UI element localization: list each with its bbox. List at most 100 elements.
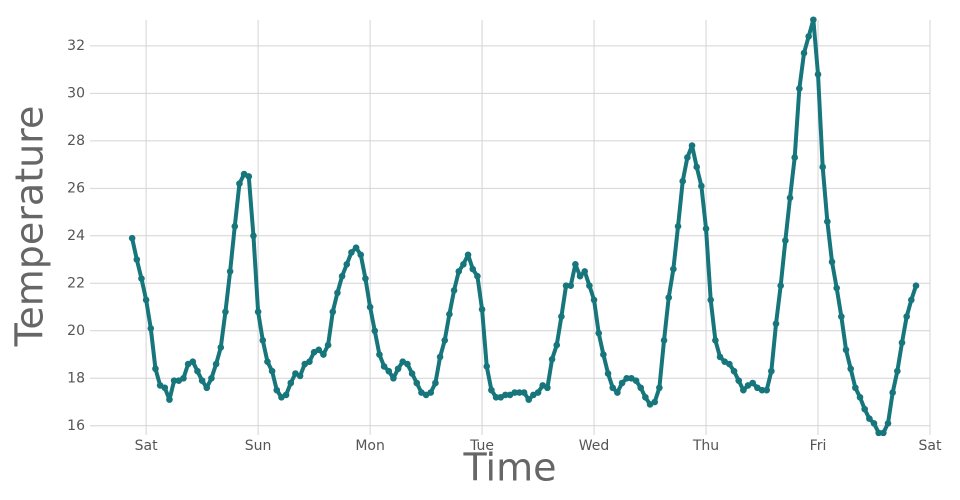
point <box>268 367 276 375</box>
point <box>525 396 533 403</box>
x-axis-title: Time <box>463 446 557 490</box>
point <box>894 367 901 375</box>
point <box>842 346 850 354</box>
point <box>772 320 780 327</box>
point <box>875 429 882 437</box>
point <box>824 218 831 225</box>
point <box>716 353 724 361</box>
y-tick-label: 22 <box>67 275 85 291</box>
point <box>348 249 355 256</box>
point <box>511 389 519 396</box>
point <box>469 265 477 273</box>
point <box>534 389 542 396</box>
point <box>679 177 687 185</box>
point <box>730 367 738 375</box>
point <box>847 365 854 373</box>
point <box>600 351 607 358</box>
point <box>450 287 458 294</box>
point <box>338 272 346 280</box>
line <box>130 17 918 435</box>
point <box>385 367 393 375</box>
point <box>464 251 472 259</box>
x-tick-label: Fri <box>810 438 827 454</box>
point <box>670 265 677 273</box>
point <box>684 154 691 161</box>
point <box>852 384 859 392</box>
point <box>390 374 397 382</box>
point <box>548 355 556 363</box>
point <box>665 294 673 301</box>
y-tick-label: 18 <box>67 370 85 386</box>
point <box>796 85 803 92</box>
point <box>516 389 523 396</box>
point <box>838 313 845 320</box>
point <box>651 398 659 406</box>
point <box>712 336 719 344</box>
point <box>222 308 229 316</box>
point <box>427 389 435 396</box>
x-tick-label: Sat <box>919 438 942 454</box>
point <box>880 429 887 437</box>
point <box>334 289 341 297</box>
point <box>637 384 645 392</box>
point <box>170 377 178 384</box>
point <box>287 379 295 387</box>
point <box>833 284 840 292</box>
point <box>138 275 145 282</box>
point <box>791 154 798 161</box>
point <box>259 336 267 344</box>
point <box>642 393 649 401</box>
point <box>478 306 486 313</box>
point <box>581 268 589 275</box>
point <box>502 391 509 399</box>
y-tick-label: 16 <box>67 418 85 434</box>
point <box>460 261 467 268</box>
x-tick-label: Tue <box>469 438 494 454</box>
point <box>861 405 868 413</box>
point <box>866 415 873 422</box>
point <box>674 223 682 230</box>
y-tick-label: 24 <box>67 228 85 244</box>
point <box>590 296 598 304</box>
x-tick-label: Sun <box>245 438 272 454</box>
point <box>810 16 817 24</box>
point <box>768 367 775 375</box>
point <box>604 370 612 377</box>
point <box>315 346 323 354</box>
point <box>777 282 784 289</box>
point <box>693 163 701 171</box>
point <box>441 336 449 344</box>
point <box>324 341 332 349</box>
point <box>352 244 360 251</box>
point <box>558 313 565 320</box>
x-tick-label: Sat <box>135 438 158 454</box>
y-axis-title: Temperature <box>8 106 52 348</box>
point <box>656 384 663 392</box>
point <box>614 389 621 396</box>
point <box>688 142 696 149</box>
point <box>898 339 906 346</box>
point <box>133 256 141 263</box>
point <box>474 272 481 280</box>
point <box>740 386 747 394</box>
point <box>320 351 327 358</box>
point <box>296 372 304 380</box>
point <box>576 272 584 280</box>
point <box>217 344 225 351</box>
point <box>903 313 910 320</box>
point <box>250 232 257 240</box>
point <box>660 336 668 344</box>
point <box>282 391 290 399</box>
point <box>166 396 173 403</box>
point <box>800 49 808 57</box>
point <box>870 420 878 427</box>
point <box>698 182 705 190</box>
point <box>142 296 150 304</box>
point <box>553 341 561 349</box>
point <box>595 329 603 337</box>
point <box>413 379 421 387</box>
point <box>236 180 243 187</box>
point <box>908 296 915 304</box>
point <box>208 374 215 382</box>
